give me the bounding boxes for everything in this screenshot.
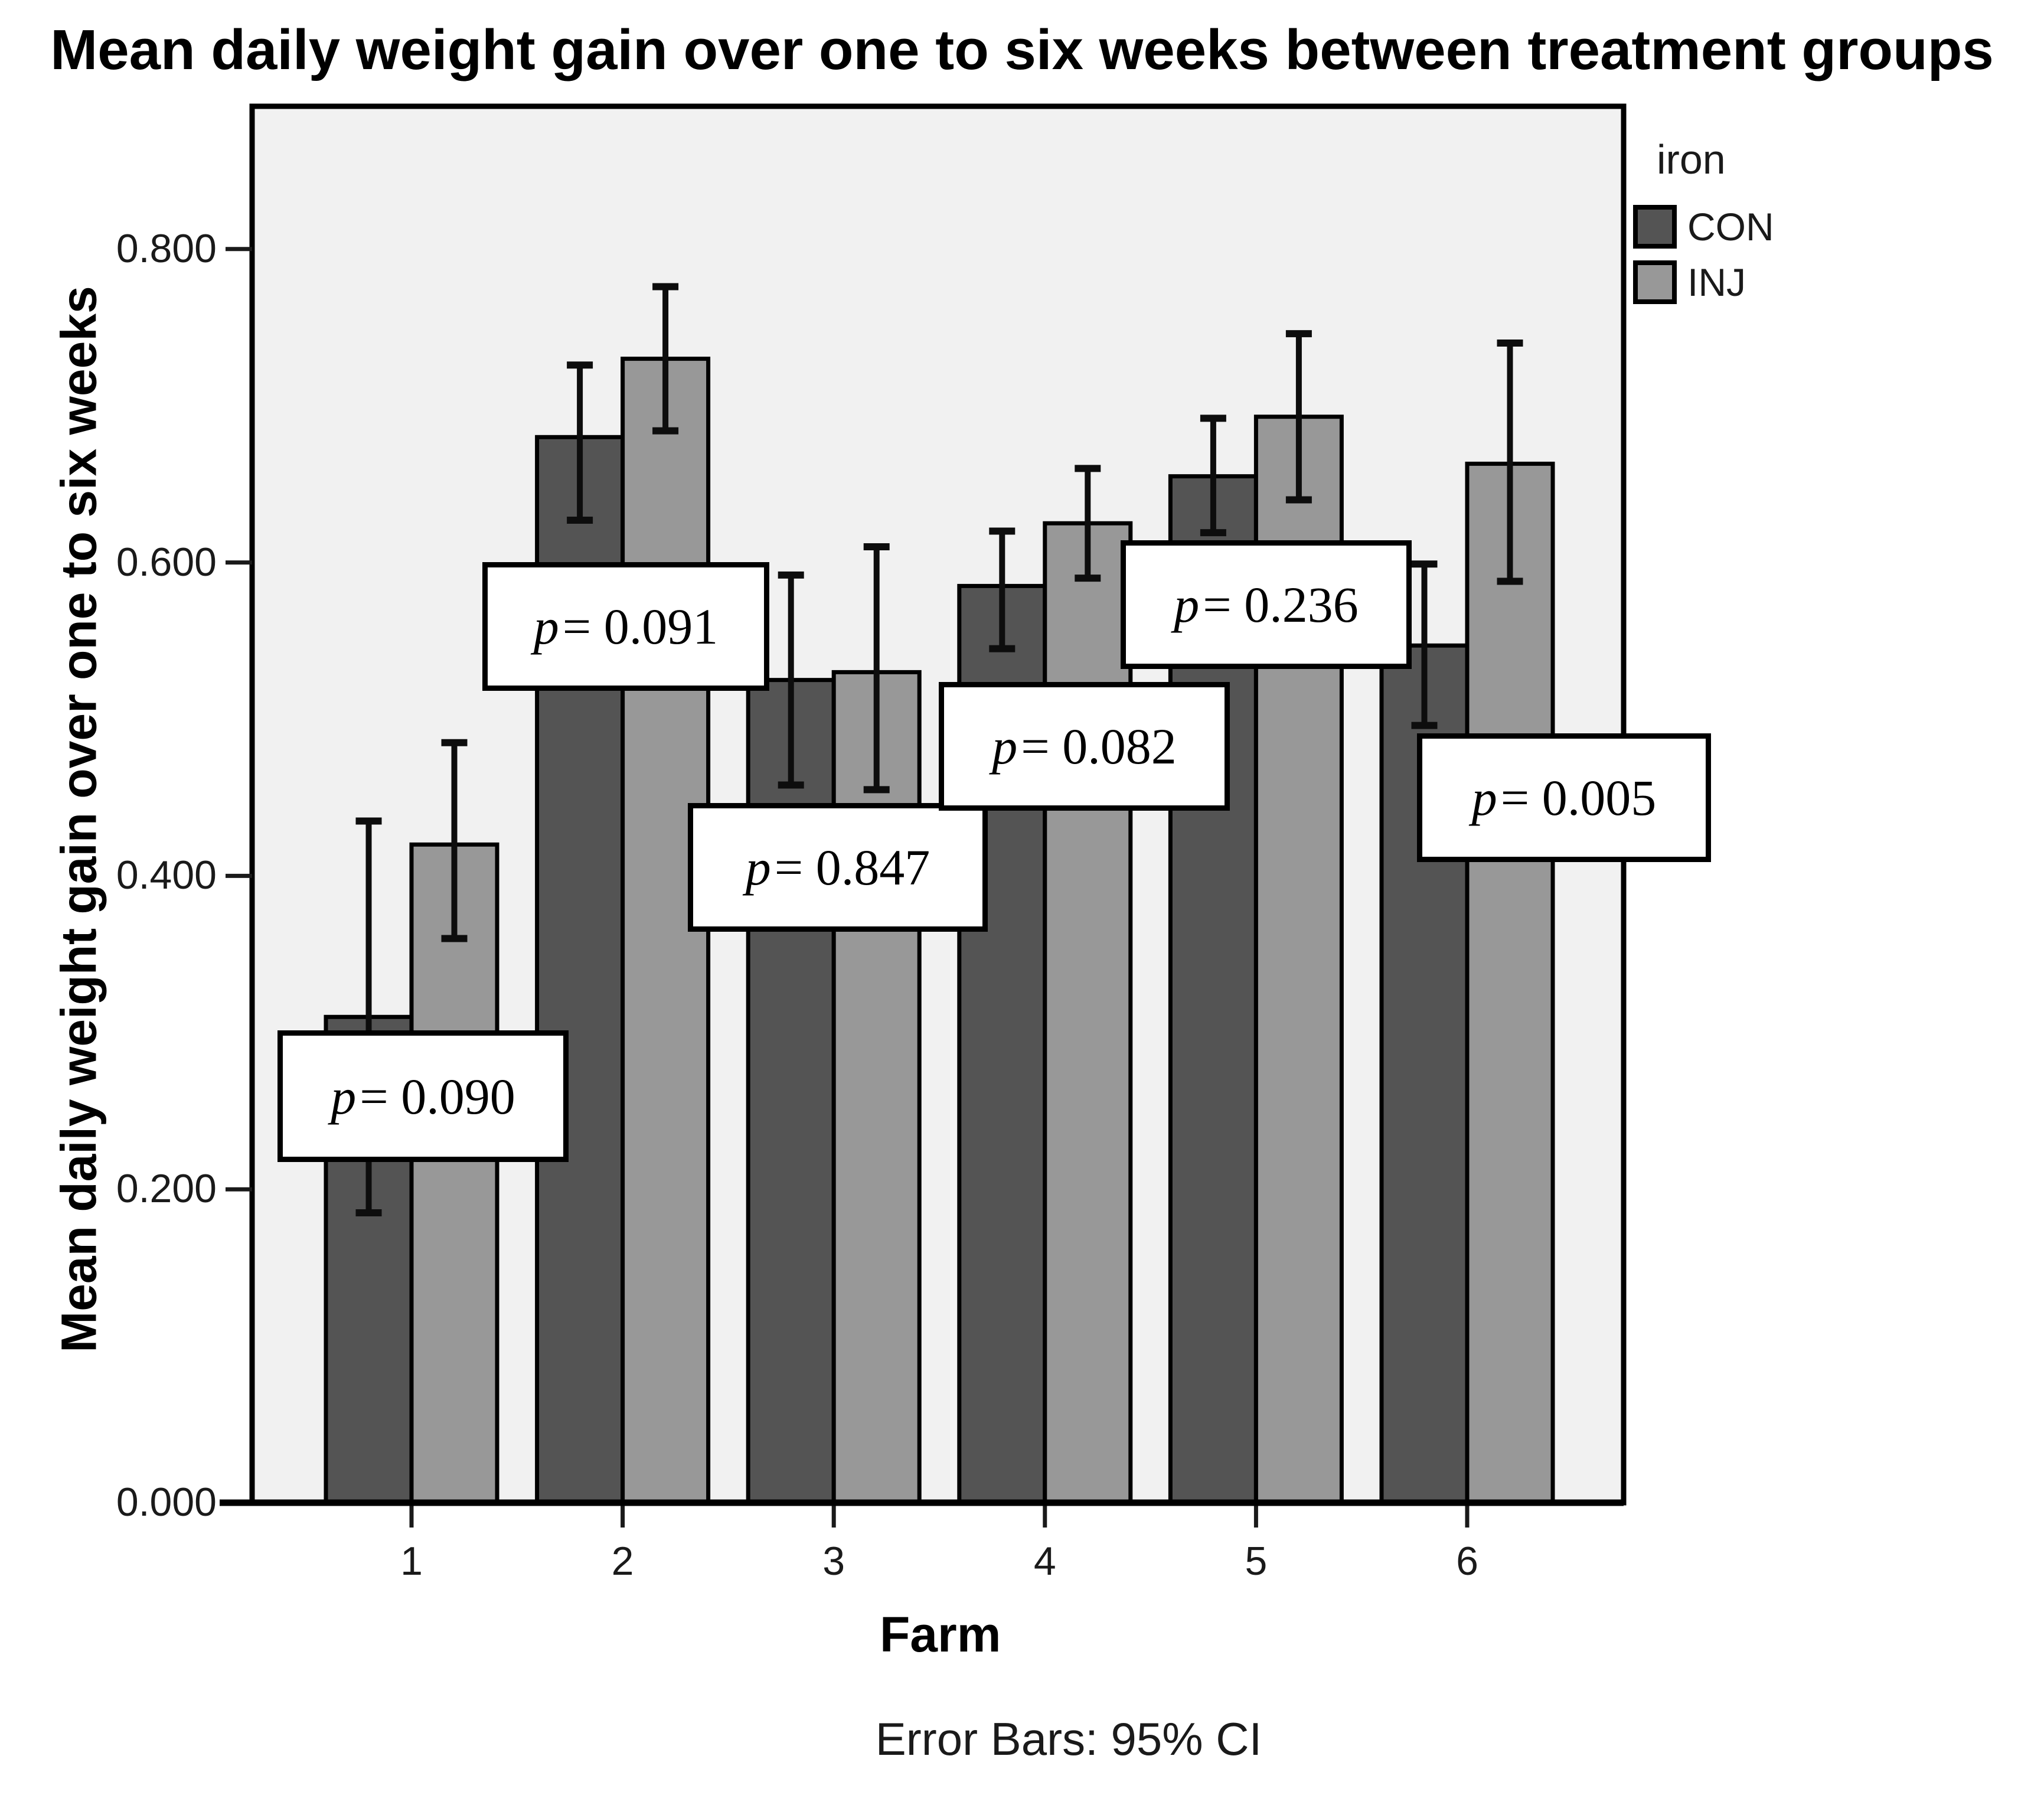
p-value-box-farm-4: p = 0.082	[939, 682, 1230, 811]
p-value-box-farm-2: p = 0.091	[482, 562, 769, 691]
bar-inj-farm-3	[831, 670, 922, 1505]
legend-label-con: CON	[1687, 205, 1774, 249]
p-value-box-farm-1: p = 0.090	[277, 1030, 569, 1162]
x-tick-label: 5	[1245, 1539, 1268, 1584]
y-tick-label: 0.200	[116, 1166, 217, 1212]
inj-swatch-icon	[1633, 260, 1677, 304]
x-tick-label: 1	[400, 1539, 423, 1584]
legend-label-inj: INJ	[1687, 260, 1746, 304]
bar-inj-farm-4	[1043, 521, 1133, 1505]
legend-title: iron	[1657, 136, 1726, 182]
x-tick-label: 2	[611, 1539, 634, 1584]
x-axis-title: Farm	[880, 1607, 1001, 1662]
chart-title: Mean daily weight gain over one to six w…	[50, 18, 1994, 81]
y-tick-label: 0.000	[116, 1480, 217, 1525]
y-tick-label: 0.400	[116, 853, 217, 898]
bar-inj-farm-1	[409, 842, 499, 1505]
p-value-box-farm-6: p = 0.005	[1417, 733, 1711, 862]
y-tick-label: 0.600	[116, 539, 217, 585]
x-tick-label: 4	[1033, 1539, 1056, 1584]
p-value-box-farm-5: p = 0.236	[1121, 540, 1412, 669]
legend-item-con: CON	[1633, 203, 1774, 250]
error-bars-footnote: Error Bars: 95% CI	[875, 1713, 1262, 1765]
p-value-box-farm-3: p = 0.847	[688, 803, 988, 932]
con-swatch-icon	[1633, 205, 1677, 249]
legend: iron CON INJ	[1633, 136, 1774, 314]
legend-item-inj: INJ	[1633, 259, 1774, 306]
bar-inj-farm-6	[1465, 461, 1555, 1505]
y-tick-label: 0.800	[116, 226, 217, 271]
x-tick-label: 6	[1456, 1539, 1478, 1584]
x-tick-label: 3	[822, 1539, 845, 1584]
